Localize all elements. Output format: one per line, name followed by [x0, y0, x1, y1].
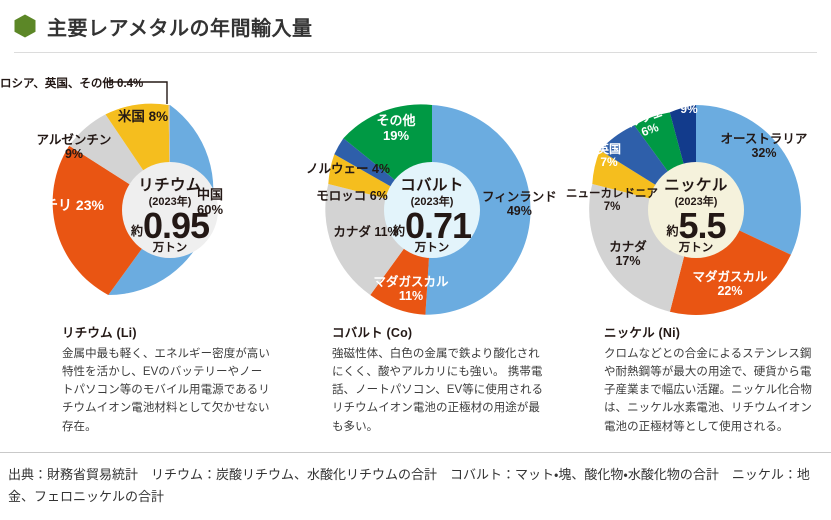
pie-svg-lithium	[52, 81, 218, 295]
description-title-lithium: リチウム (Li)	[62, 326, 137, 340]
pie-chart-lithium: ロシア、英国、その他 0.4% 中国 60% チリ 23% アルゼンチン 9% …	[0, 70, 282, 320]
pie-chart-nickel: オーストラリア 32% マダガスカル 22% カナダ 17% ニューカレドニア …	[562, 70, 831, 320]
chart-block-nickel: オーストラリア 32% マダガスカル 22% カナダ 17% ニューカレドニア …	[562, 70, 831, 320]
page-header: 主要レアメタルの年間輸入量	[0, 0, 831, 52]
footer-divider	[0, 452, 831, 453]
description-cobalt: コバルト (Co) 強磁性体、白色の金属で鉄より酸化されにくく、酸やアルカリにも…	[332, 322, 544, 436]
donut-hole-cobalt	[384, 162, 480, 258]
description-title-cobalt: コバルト (Co)	[332, 326, 413, 340]
chart-block-cobalt: フィンランド 49% マダガスカル 11% カナダ 11% モロッコ 6% ノル…	[286, 70, 564, 320]
pie-slice-chile[interactable]	[52, 145, 170, 295]
donut-hole-lithium	[122, 162, 218, 258]
chart-block-lithium: ロシア、英国、その他 0.4% 中国 60% チリ 23% アルゼンチン 9% …	[0, 70, 282, 320]
pie-svg-nickel	[589, 105, 801, 315]
description-title-nickel: ニッケル (Ni)	[604, 326, 681, 340]
description-body-lithium: 金属中最も軽く、エネルギー密度が高い特性を活かし、EVのバッテリーやノートパソコ…	[62, 348, 270, 433]
donut-hole-nickel	[648, 162, 744, 258]
source-note: 出典：財務省貿易統計 リチウム：炭酸リチウム、水酸化リチウムの合計 コバルト：マ…	[8, 467, 810, 505]
description-nickel: ニッケル (Ni) クロムなどとの合金によるステンレス鋼や耐熱鋼等が最大の用途で…	[604, 322, 818, 436]
callout-label-russia-uk-other: ロシア、英国、その他 0.4%	[0, 78, 144, 90]
pie-svg-cobalt	[325, 104, 531, 315]
header-divider	[14, 52, 817, 53]
callout-leader-line	[108, 81, 168, 104]
description-lithium: リチウム (Li) 金属中最も軽く、エネルギー密度が高い特性を活かし、EVのバッ…	[62, 322, 270, 436]
description-body-cobalt: 強磁性体、白色の金属で鉄より酸化されにくく、酸やアルカリにも強い。 携帯電話、ノ…	[332, 348, 544, 433]
page-title: 主要レアメタルの年間輸入量	[47, 17, 313, 40]
description-body-nickel: クロムなどとの合金によるステンレス鋼や耐熱鋼等が最大の用途で、硬貨から電子産業ま…	[604, 348, 812, 433]
hexagon-icon	[14, 14, 36, 38]
pie-chart-cobalt: フィンランド 49% マダガスカル 11% カナダ 11% モロッコ 6% ノル…	[286, 70, 564, 320]
